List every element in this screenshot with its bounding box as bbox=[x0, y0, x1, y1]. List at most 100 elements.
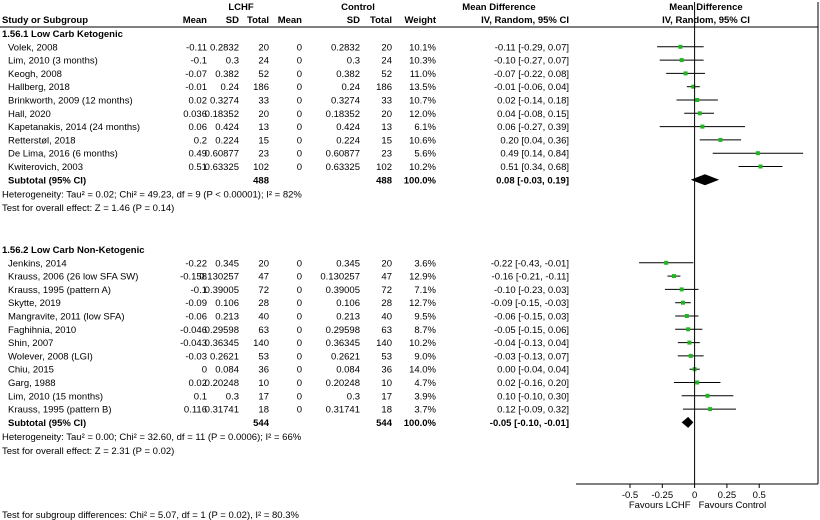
weight-header: Weight bbox=[405, 15, 437, 26]
overall-effect-text: Test for overall effect: Z = 2.31 (P = 0… bbox=[2, 446, 174, 457]
weight-value: 10.3% bbox=[409, 56, 436, 67]
control-sd-value: 0.224 bbox=[336, 135, 360, 146]
lchf-total-value: 20 bbox=[258, 42, 269, 53]
ci-value: 0.20 [0.04, 0.36] bbox=[500, 135, 569, 146]
study-name: De Lima, 2016 (6 months) bbox=[8, 149, 118, 160]
control-mean-value: 0 bbox=[297, 162, 302, 173]
control-total-value: 17 bbox=[381, 391, 392, 402]
point-estimate bbox=[755, 151, 760, 156]
control-total-value: 20 bbox=[381, 258, 392, 269]
lchf-total-value: 20 bbox=[258, 258, 269, 269]
x-tick-label: -0.25 bbox=[651, 490, 673, 501]
control-sd-value: 0.2621 bbox=[331, 351, 360, 362]
overall-effect-text: Test for overall effect: Z = 1.46 (P = 0… bbox=[2, 203, 174, 214]
control-total-value: 33 bbox=[381, 96, 392, 107]
control-mean-value: 0 bbox=[297, 312, 302, 323]
subtotal-lchf-total: 488 bbox=[253, 175, 269, 186]
lchf-sd-value: 0.106 bbox=[215, 298, 239, 309]
lchf-mean-value: -0.046 bbox=[180, 325, 207, 336]
study-name: Krauss, 1995 (pattern A) bbox=[8, 285, 111, 296]
weight-value: 12.7% bbox=[409, 298, 436, 309]
subtotal-diamond bbox=[681, 416, 694, 428]
control-mean-value: 0 bbox=[297, 272, 302, 283]
study-name: Kwiterovich, 2003 bbox=[8, 162, 83, 173]
control-sd-value: 0.084 bbox=[336, 365, 360, 376]
control-sd-value: 0.3 bbox=[347, 391, 360, 402]
weight-value: 10.2% bbox=[409, 162, 436, 173]
point-estimate bbox=[700, 124, 705, 129]
lchf-mean-header: Mean bbox=[183, 15, 207, 26]
lchf-mean-value: 0.49 bbox=[189, 149, 208, 160]
lchf-sd-value: 0.130257 bbox=[199, 272, 239, 283]
lchf-sd-value: 0.63325 bbox=[205, 162, 239, 173]
study-name: Lim, 2010 (15 months) bbox=[8, 391, 103, 402]
control-total-value: 72 bbox=[381, 285, 392, 296]
weight-value: 10.1% bbox=[409, 42, 436, 53]
lchf-sd-value: 0.213 bbox=[215, 312, 239, 323]
point-estimate bbox=[686, 327, 691, 332]
weight-value: 10.2% bbox=[409, 338, 436, 349]
lchf-total-value: 23 bbox=[258, 149, 269, 160]
lchf-sd-value: 0.39005 bbox=[205, 285, 239, 296]
ci-value: -0.01 [-0.06, 0.04] bbox=[494, 82, 569, 93]
control-total-value: 52 bbox=[381, 69, 392, 80]
study-name: Hall, 2020 bbox=[8, 109, 51, 120]
control-mean-value: 0 bbox=[297, 258, 302, 269]
lchf-mean-value: -0.01 bbox=[185, 82, 207, 93]
control-mean-value: 0 bbox=[297, 69, 302, 80]
lchf-sd-value: 0.2832 bbox=[210, 42, 239, 53]
control-total-value: 186 bbox=[376, 82, 392, 93]
ci-value: -0.03 [-0.13, 0.07] bbox=[494, 351, 569, 362]
ci-value: 0.02 [-0.16, 0.20] bbox=[497, 378, 569, 389]
weight-value: 14.0% bbox=[409, 365, 436, 376]
control-total-value: 20 bbox=[381, 109, 392, 120]
control-sd-value: 0.60877 bbox=[326, 149, 360, 160]
control-sd-value: 0.24 bbox=[342, 82, 361, 93]
lchf-mean-value: 0.036 bbox=[183, 109, 207, 120]
control-sd-value: 0.36345 bbox=[326, 338, 360, 349]
control-mean-value: 0 bbox=[297, 56, 302, 67]
subtotal-control-total: 544 bbox=[376, 418, 393, 429]
weight-value: 8.7% bbox=[414, 325, 436, 336]
control-total-value: 23 bbox=[381, 149, 392, 160]
x-tick-label: -0.5 bbox=[622, 490, 638, 501]
control-sd-value: 0.3 bbox=[347, 56, 360, 67]
weight-value: 10.7% bbox=[409, 96, 436, 107]
lchf-total-value: 17 bbox=[258, 391, 269, 402]
subgroup-title: 1.56.1 Low Carb Ketogenic bbox=[2, 29, 123, 40]
lchf-mean-value: -0.09 bbox=[185, 298, 207, 309]
lchf-total-value: 52 bbox=[258, 69, 269, 80]
weight-value: 5.6% bbox=[414, 149, 436, 160]
control-sd-value: 0.18352 bbox=[326, 109, 360, 120]
point-estimate bbox=[664, 260, 669, 265]
subtotal-label: Subtotal (95% CI) bbox=[8, 418, 86, 429]
weight-value: 3.6% bbox=[414, 258, 436, 269]
lchf-sd-value: 0.60877 bbox=[205, 149, 239, 160]
subtotal-lchf-total: 544 bbox=[253, 418, 270, 429]
lchf-total-value: 24 bbox=[258, 56, 269, 67]
point-estimate bbox=[705, 393, 710, 398]
control-sd-value: 0.20248 bbox=[326, 378, 360, 389]
lchf-sd-value: 0.3 bbox=[226, 391, 239, 402]
ci-value: 0.49 [0.14, 0.84] bbox=[500, 149, 569, 160]
study-name: Volek, 2008 bbox=[8, 42, 58, 53]
study-column-header: Study or Subgroup bbox=[2, 15, 88, 26]
study-name: Krauss, 1995 (pattern B) bbox=[8, 405, 112, 416]
ci-value: -0.16 [-0.21, -0.11] bbox=[492, 272, 569, 283]
lchf-total-value: 36 bbox=[258, 365, 269, 376]
study-name: Wolever, 2008 (LGI) bbox=[8, 351, 93, 362]
subtotal-ci: -0.05 [-0.10, -0.01] bbox=[490, 418, 569, 429]
lchf-total-value: 53 bbox=[258, 351, 269, 362]
study-name: Jenkins, 2014 bbox=[8, 258, 67, 269]
control-total-value: 18 bbox=[381, 405, 392, 416]
control-mean-value: 0 bbox=[297, 285, 302, 296]
lchf-total-value: 18 bbox=[258, 405, 269, 416]
study-name: Shin, 2007 bbox=[8, 338, 53, 349]
weight-value: 4.7% bbox=[414, 378, 436, 389]
control-group-header: Control bbox=[341, 2, 375, 13]
lchf-total-value: 47 bbox=[258, 272, 269, 283]
lchf-mean-value: 0.1 bbox=[194, 391, 207, 402]
x-tick-label: 0.5 bbox=[753, 490, 766, 501]
ci-value: 0.51 [0.34, 0.68] bbox=[500, 162, 569, 173]
control-mean-value: 0 bbox=[297, 325, 302, 336]
